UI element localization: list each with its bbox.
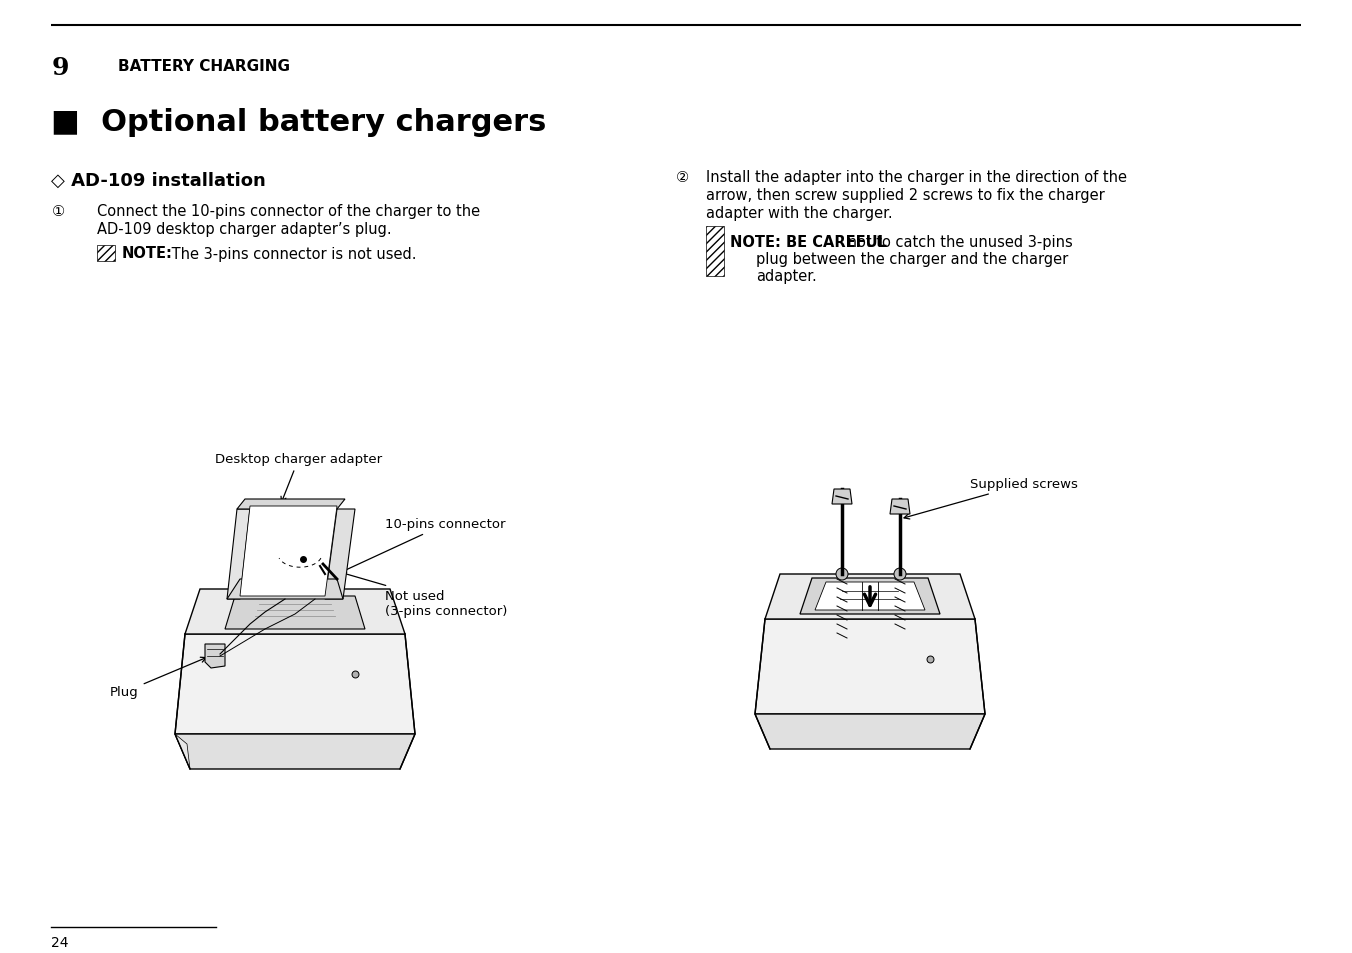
Polygon shape bbox=[224, 597, 365, 629]
Text: arrow, then screw supplied 2 screws to fix the charger: arrow, then screw supplied 2 screws to f… bbox=[706, 188, 1105, 203]
Polygon shape bbox=[800, 578, 940, 615]
Text: Install the adapter into the charger in the direction of the: Install the adapter into the charger in … bbox=[706, 170, 1128, 185]
FancyBboxPatch shape bbox=[706, 227, 725, 276]
Circle shape bbox=[836, 568, 848, 580]
Text: AD-109 desktop charger adapter’s plug.: AD-109 desktop charger adapter’s plug. bbox=[97, 222, 392, 236]
Text: Desktop charger adapter: Desktop charger adapter bbox=[215, 453, 383, 502]
Text: ◇ AD-109 installation: ◇ AD-109 installation bbox=[51, 172, 266, 190]
Polygon shape bbox=[815, 582, 925, 610]
Polygon shape bbox=[754, 714, 986, 749]
Text: Connect the 10-pins connector of the charger to the: Connect the 10-pins connector of the cha… bbox=[97, 204, 480, 219]
FancyBboxPatch shape bbox=[97, 246, 115, 262]
Text: adapter with the charger.: adapter with the charger. bbox=[706, 206, 892, 221]
Text: NOTE:: NOTE: bbox=[122, 246, 172, 261]
Polygon shape bbox=[174, 734, 415, 769]
Polygon shape bbox=[206, 644, 224, 668]
Polygon shape bbox=[174, 635, 415, 734]
Text: not to catch the unused 3-pins: not to catch the unused 3-pins bbox=[844, 234, 1072, 250]
Polygon shape bbox=[185, 589, 406, 635]
Text: BATTERY CHARGING: BATTERY CHARGING bbox=[118, 59, 289, 74]
Text: Not used
(3-pins connector): Not used (3-pins connector) bbox=[310, 562, 507, 618]
Polygon shape bbox=[237, 499, 345, 510]
Text: 10-pins connector: 10-pins connector bbox=[341, 518, 506, 573]
Text: ■  Optional battery chargers: ■ Optional battery chargers bbox=[51, 108, 546, 137]
Polygon shape bbox=[831, 490, 852, 504]
Text: ②: ② bbox=[676, 170, 690, 185]
Text: adapter.: adapter. bbox=[756, 269, 817, 284]
Text: Supplied screws: Supplied screws bbox=[904, 478, 1078, 519]
Polygon shape bbox=[890, 499, 910, 515]
Text: ①: ① bbox=[51, 204, 65, 219]
Polygon shape bbox=[754, 619, 986, 714]
Text: 24: 24 bbox=[51, 935, 69, 949]
Polygon shape bbox=[241, 506, 337, 597]
Text: 9: 9 bbox=[51, 56, 69, 80]
Text: plug between the charger and the charger: plug between the charger and the charger bbox=[756, 252, 1068, 267]
Polygon shape bbox=[227, 510, 250, 599]
Circle shape bbox=[894, 568, 906, 580]
Polygon shape bbox=[227, 579, 343, 599]
Polygon shape bbox=[765, 575, 975, 619]
Text: The 3-pins connector is not used.: The 3-pins connector is not used. bbox=[168, 246, 416, 261]
Polygon shape bbox=[174, 734, 191, 769]
Polygon shape bbox=[324, 510, 356, 599]
Text: Plug: Plug bbox=[110, 658, 206, 699]
Text: NOTE: BE CAREFUL: NOTE: BE CAREFUL bbox=[730, 234, 887, 250]
